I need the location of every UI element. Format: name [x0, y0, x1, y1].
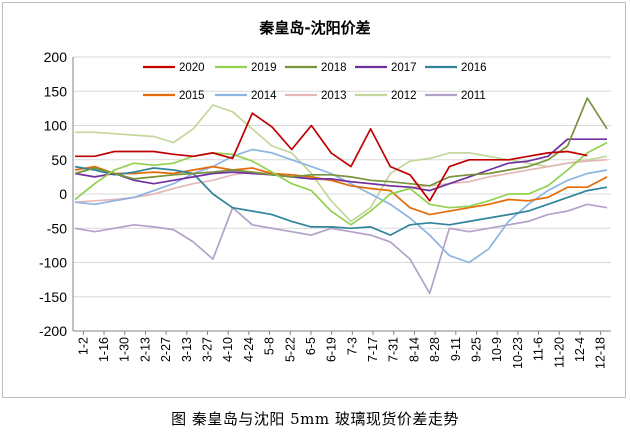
x-tick-label: 12-4	[573, 337, 587, 362]
legend-label-2020: 2020	[179, 62, 205, 74]
x-tick-label: 4-10	[221, 337, 235, 362]
figure-caption: 图 秦皇岛与沈阳 5mm 玻璃现货价差走势	[171, 410, 459, 428]
legend-label-2019: 2019	[251, 62, 277, 74]
x-tick-label: 4-24	[242, 337, 256, 362]
y-tick-label: -100	[39, 255, 67, 271]
series-line-2020	[75, 112, 588, 202]
x-tick-label: 11-20	[552, 337, 566, 368]
legend-label-2016: 2016	[461, 62, 487, 74]
y-tick-label: 200	[44, 49, 68, 65]
series-line-2011	[74, 203, 608, 295]
x-tick-label: 6-5	[304, 337, 318, 355]
x-tick-label: 5-8	[263, 337, 277, 355]
x-tick-label: 6-19	[325, 337, 339, 362]
y-tick-label: -50	[47, 220, 67, 236]
series-line-2018	[74, 97, 608, 187]
legend-label-2012: 2012	[391, 90, 417, 102]
x-tick-label: 7-17	[366, 337, 380, 362]
series-line-2019	[74, 141, 608, 226]
legend-label-2011: 2011	[461, 90, 486, 102]
series-line-2012	[75, 104, 608, 223]
series-line-2017	[74, 138, 607, 192]
y-tick-label: 150	[44, 83, 68, 99]
y-tick-label: -200	[39, 323, 67, 339]
y-tick-label: 0	[59, 186, 67, 202]
x-tick-label: 1-2	[76, 337, 90, 355]
y-tick-label: -150	[39, 289, 67, 305]
x-tick-label: 1-30	[118, 337, 132, 362]
x-tick-label: 2-27	[159, 337, 173, 362]
series-lines	[74, 97, 608, 295]
x-tick-label: 3-13	[180, 337, 194, 362]
x-tick-label: 8-14	[407, 337, 421, 362]
chart-frame: 200 150 100 50 0 -50 -100 -150 -200 1-2 1-16 1-30 2-…	[2, 2, 626, 398]
y-tick-label: 50	[51, 152, 67, 168]
legend-label-2013: 2013	[321, 90, 347, 102]
x-tick-label: 10-9	[490, 337, 504, 362]
axes: 200 150 100 50 0 -50 -100 -150 -200 1-2 1-16 1-30 2-…	[39, 49, 611, 369]
line-chart: 200 150 100 50 0 -50 -100 -150 -200 1-2 1-16 1-30 2-…	[39, 49, 611, 369]
x-tick-label: 12-18	[594, 337, 608, 369]
series-line-2015	[74, 165, 608, 216]
legend-label-2015: 2015	[179, 90, 205, 102]
legend-label-2014: 2014	[251, 90, 277, 102]
x-tick-label: 8-28	[428, 337, 442, 362]
x-tick-label: 9-25	[470, 337, 484, 362]
x-tick-label: 7-3	[345, 337, 359, 355]
x-tick-label: 10-23	[511, 337, 525, 369]
x-tick-label: 7-31	[387, 337, 401, 362]
legend: 2020 2019 2018 2017 2016 2015 2014 2013 2012 2011	[143, 62, 487, 102]
x-tick-label: 2-13	[138, 337, 152, 362]
x-tick-label: 9-11	[449, 337, 463, 361]
legend-label-2018: 2018	[321, 62, 347, 74]
x-tick-label: 1-16	[97, 337, 111, 362]
x-tick-label: 3-27	[201, 337, 215, 362]
y-tick-label: 100	[44, 118, 68, 134]
series-line-2016	[74, 165, 608, 236]
legend-label-2017: 2017	[391, 62, 417, 74]
x-tick-label: 11-6	[532, 337, 546, 361]
x-tick-label: 5-22	[283, 337, 297, 362]
chart-title: 秦皇岛-沈阳价差	[259, 19, 371, 37]
